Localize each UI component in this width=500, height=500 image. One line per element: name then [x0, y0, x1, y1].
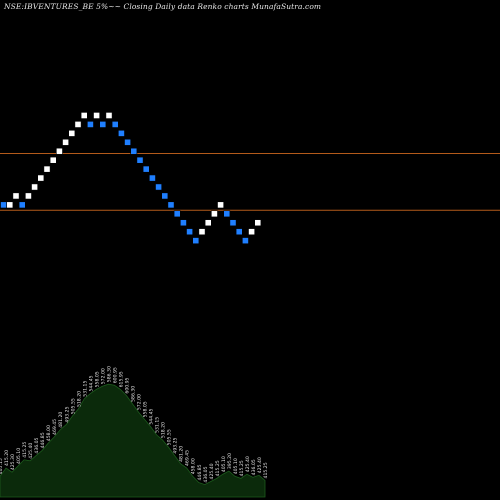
renko-brick-down: [235, 228, 243, 236]
renko-brick-up: [211, 210, 218, 218]
price-label: 425.40: [28, 443, 34, 459]
price-label: 425.40: [209, 463, 215, 479]
renko-brick-down: [242, 237, 249, 245]
price-label: 405.15: [0, 458, 4, 474]
price-label: 425.30: [10, 454, 16, 470]
volume-area-path: [0, 383, 266, 498]
price-label: 481.20: [58, 412, 64, 428]
price-label: 425.40: [257, 457, 263, 473]
chart-title: NSE:IBVENTURES_BE 5%~~ Closing Daily dat…: [4, 2, 322, 11]
price-label: 405.10: [16, 448, 22, 464]
renko-brick-up: [49, 156, 57, 164]
price-label: 531.15: [155, 417, 161, 433]
renko-brick-up: [93, 112, 100, 119]
renko-brick-down: [142, 165, 150, 173]
renko-brick-down: [124, 138, 131, 146]
renko-brick-down: [99, 121, 107, 128]
price-label: 531.15: [82, 381, 88, 397]
renko-brick-up: [12, 192, 20, 200]
price-label: 446.85: [197, 464, 203, 480]
price-label: 458.00: [46, 425, 52, 441]
price-label: 586.30: [106, 366, 112, 382]
renko-brick-down: [186, 228, 193, 236]
renko-brick-down: [18, 201, 26, 209]
renko-brick-up: [248, 228, 255, 236]
price-label: 586.30: [131, 386, 137, 402]
renko-brick-up: [74, 121, 82, 128]
renko-bricks: [0, 112, 262, 245]
renko-brick-down: [111, 121, 119, 128]
renko-brick-up: [55, 147, 63, 155]
renko-brick-down: [130, 147, 138, 155]
price-label: 493.25: [173, 437, 179, 453]
price-label: 518.20: [76, 391, 82, 407]
price-label: 572.00: [100, 368, 106, 384]
price-label: 415.25: [263, 462, 269, 478]
renko-brick-up: [31, 183, 38, 191]
renko-brick-down: [136, 156, 144, 164]
renko-brick-up: [37, 174, 45, 182]
renko-brick-up: [217, 201, 224, 209]
renko-brick-down: [173, 210, 181, 218]
renko-brick-up: [6, 201, 14, 209]
price-label: 505.55: [167, 429, 173, 445]
renko-brick-down: [229, 219, 237, 227]
price-label: 558.05: [94, 371, 100, 387]
price-label: 436.05: [34, 437, 40, 453]
price-label: 436.05: [203, 466, 209, 482]
renko-brick-up: [62, 138, 69, 146]
price-label: 415.25: [22, 442, 28, 458]
price-label: 572.00: [137, 394, 143, 410]
renko-brick-down: [223, 210, 231, 218]
renko-brick-up: [198, 228, 206, 236]
renko-brick-up: [254, 219, 262, 227]
price-label: 436.05: [251, 459, 257, 475]
renko-brick-up: [43, 165, 51, 173]
price-label: 446.85: [40, 432, 46, 448]
price-label: 469.45: [52, 419, 58, 435]
price-label: 615.95: [118, 371, 124, 387]
renko-brick-down: [192, 237, 200, 245]
price-label: 544.45: [149, 408, 155, 424]
renko-brick-down: [87, 121, 94, 128]
renko-brick-up: [105, 112, 113, 119]
renko-brick-down: [161, 192, 169, 200]
renko-brick-up: [68, 129, 76, 137]
price-label: 395.20: [227, 453, 233, 469]
price-label: 458.00: [191, 458, 197, 474]
price-label: 558.05: [143, 401, 149, 417]
renko-brick-down: [118, 129, 125, 137]
price-label: 415.25: [239, 460, 245, 476]
price-label: 505.55: [70, 398, 76, 414]
price-label: 405.10: [233, 458, 239, 474]
renko-brick-down: [155, 183, 162, 191]
renko-brick-up: [80, 112, 88, 119]
renko-brick-down: [0, 201, 7, 209]
level-lines: [0, 153, 500, 211]
price-label: 469.45: [185, 450, 191, 466]
renko-brick-down: [167, 201, 175, 209]
price-label: 544.45: [88, 375, 94, 391]
price-label: 481.20: [179, 446, 185, 462]
renko-brick-down: [149, 174, 156, 182]
renko-brick-up: [204, 219, 212, 227]
price-label: 425.40: [245, 456, 251, 472]
price-label: 600.95: [124, 377, 130, 393]
price-label: 600.95: [112, 367, 118, 383]
price-label: 415.20: [4, 450, 10, 466]
renko-brick-up: [24, 192, 32, 200]
price-label: 405.10: [221, 456, 227, 472]
volume-area: [0, 383, 266, 498]
renko-brick-down: [180, 219, 187, 227]
price-label: 415.25: [215, 460, 221, 476]
price-label: 493.25: [64, 406, 70, 422]
price-label: 518.20: [161, 422, 167, 438]
